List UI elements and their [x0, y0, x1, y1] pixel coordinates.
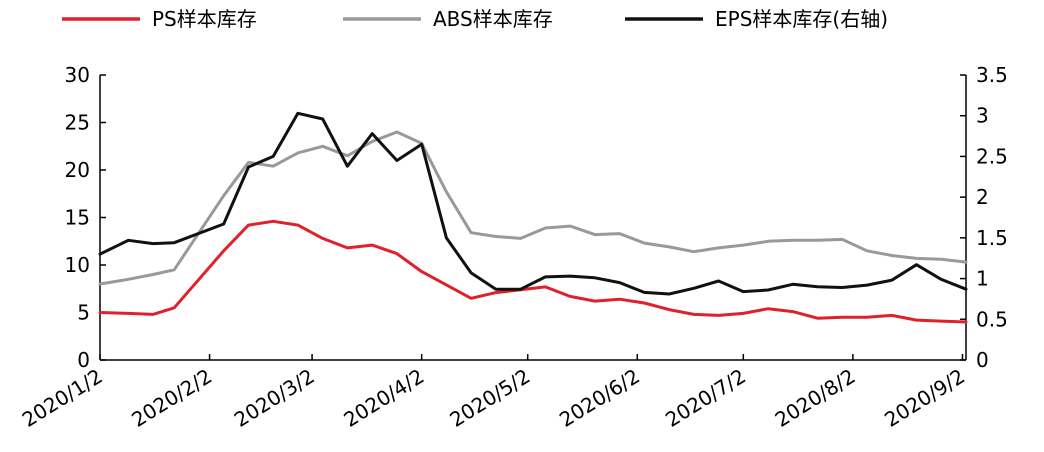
right-y-tick-label: 0 — [976, 348, 989, 372]
x-tick-label: 2020/6/2 — [555, 364, 644, 432]
x-tick-label: 2020/3/2 — [230, 364, 319, 432]
right-y-tick-label: 2 — [976, 185, 989, 209]
x-tick-label: 2020/5/2 — [445, 364, 534, 432]
right-y-tick-label: 1.5 — [976, 226, 1008, 250]
left-y-tick-label: 15 — [65, 206, 90, 230]
right-y-tick-label: 0.5 — [976, 307, 1008, 331]
left-y-tick-label: 10 — [65, 253, 90, 277]
x-tick-label: 2020/8/2 — [771, 364, 860, 432]
x-tick-label: 2020/2/2 — [127, 364, 216, 432]
legend-label-2: ABS样本库存 — [433, 7, 553, 31]
series-line-2 — [98, 130, 968, 286]
left-y-tick-label: 25 — [65, 111, 90, 135]
legend-label-1: PS样本库存 — [152, 7, 257, 31]
left-y-tick-label: 5 — [77, 301, 90, 325]
series-line-1 — [98, 219, 968, 324]
x-tick-label: 2020/7/2 — [661, 364, 750, 432]
left-y-tick-label: 0 — [77, 348, 90, 372]
right-y-tick-label: 3.5 — [976, 63, 1008, 87]
right-y-tick-label: 2.5 — [976, 144, 1008, 168]
x-tick-label: 2020/4/2 — [339, 364, 428, 432]
legend: PS样本库存 ABS样本库存 EPS样本库存(右轴) — [62, 7, 888, 31]
left-y-tick-label: 20 — [65, 158, 90, 182]
x-tick-label: 2020/1/2 — [18, 364, 107, 432]
right-y-tick-label: 1 — [976, 267, 989, 291]
legend-label-3: EPS样本库存(右轴) — [715, 7, 888, 31]
series-layer — [98, 111, 968, 324]
series-line-3 — [98, 111, 968, 296]
x-tick-label: 2020/9/2 — [880, 364, 969, 432]
right-y-tick-label: 3 — [976, 104, 989, 128]
left-y-tick-label: 30 — [65, 63, 90, 87]
